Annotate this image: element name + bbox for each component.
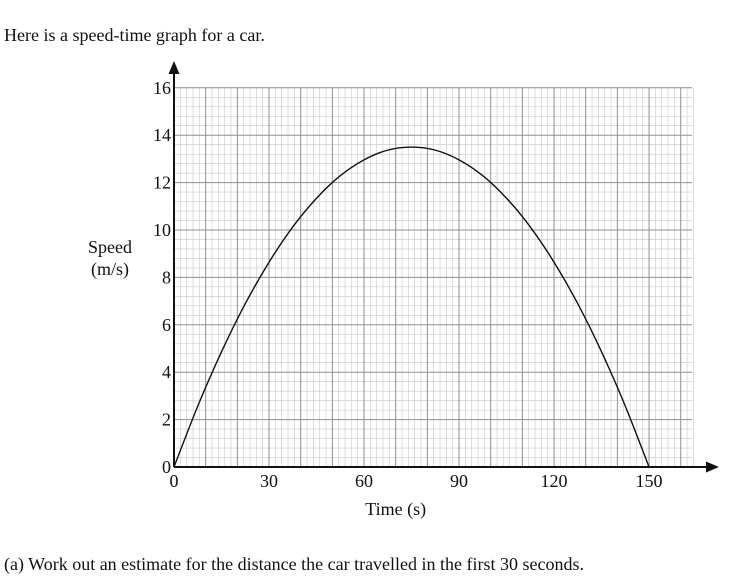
speed-time-chart: 0 30 60 90 120 150 0 2 4 6 8 10 12 14 16 Time (s) xyxy=(153,61,719,520)
x-tick-label: 60 xyxy=(355,471,373,491)
intro-text: Here is a speed-time graph for a car. xyxy=(4,25,265,45)
y-axis-label: Speed (m/s) xyxy=(80,236,140,280)
x-tick-label: 120 xyxy=(541,471,568,491)
question-a: (a) Work out an estimate for the distanc… xyxy=(4,554,585,574)
x-tick-label: 0 xyxy=(170,471,179,491)
y-tick-label: 0 xyxy=(162,457,171,477)
x-tick-label: 30 xyxy=(260,471,278,491)
y-axis-label-line-1: Speed xyxy=(88,237,132,257)
y-axis-label-line-2: (m/s) xyxy=(91,259,129,279)
y-tick-label: 8 xyxy=(162,267,171,287)
axes xyxy=(168,61,719,473)
x-tick-label: 150 xyxy=(636,471,663,491)
grid-major xyxy=(174,87,692,467)
y-tick-label: 6 xyxy=(162,315,171,335)
y-tick-label: 4 xyxy=(162,362,171,382)
speed-curve xyxy=(173,146,650,468)
y-tick-label: 14 xyxy=(153,125,171,145)
y-axis-arrowhead xyxy=(168,61,180,74)
y-tick-label: 12 xyxy=(153,173,171,193)
x-axis-arrowhead xyxy=(706,461,719,473)
tick-labels: 0 30 60 90 120 150 0 2 4 6 8 10 12 14 16 xyxy=(153,78,663,491)
y-tick-label: 2 xyxy=(162,410,171,430)
y-tick-label: 10 xyxy=(153,220,171,240)
y-tick-label: 16 xyxy=(153,78,171,98)
x-tick-label: 90 xyxy=(450,471,468,491)
x-axis-label: Time (s) xyxy=(365,499,426,520)
